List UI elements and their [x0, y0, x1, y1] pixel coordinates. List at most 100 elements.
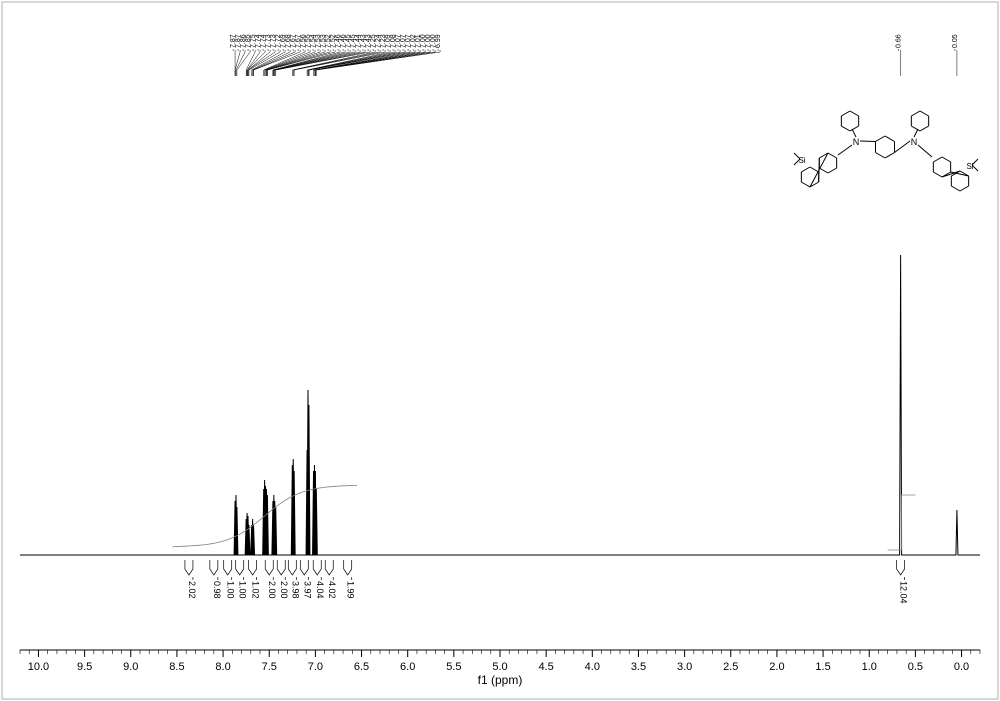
- mol-bond: [828, 168, 837, 173]
- integral-bracket: [236, 560, 244, 575]
- peak-label-stem: [252, 52, 285, 70]
- integral-bracket: [249, 560, 257, 575]
- integral-label: 3.97: [302, 581, 312, 599]
- x-axis-title: f1 (ppm): [478, 673, 523, 687]
- integral-label: 1.00: [238, 581, 248, 599]
- mol-atom-label: Si: [798, 156, 805, 165]
- peak-label-group: 0.66: [896, 34, 903, 51]
- x-tick-label: 1.0: [862, 661, 877, 673]
- mol-bond: [841, 126, 850, 131]
- integral-label-group: 0.98: [212, 577, 222, 599]
- integral-label: 1.02: [251, 581, 261, 599]
- x-tick-label: 3.0: [677, 661, 692, 673]
- x-tick-label: 4.0: [585, 661, 600, 673]
- integral-label-group: 1.99: [346, 577, 356, 599]
- mol-bond: [819, 168, 828, 173]
- integral-label: 0.98: [212, 581, 222, 599]
- chart-frame: [2, 2, 998, 699]
- integral-bracket: [897, 560, 905, 575]
- integral-label: 4.04: [315, 581, 325, 599]
- mol-bond: [841, 111, 850, 116]
- x-tick-label: 7.5: [262, 661, 277, 673]
- peak-label: 6.99: [435, 34, 442, 48]
- mol-bond: [942, 157, 951, 162]
- x-tick-label: 6.5: [354, 661, 369, 673]
- peak-label: 0.66: [896, 34, 903, 48]
- x-tick-label: 4.5: [539, 661, 554, 673]
- mol-bond: [920, 126, 929, 131]
- mol-bond: [801, 182, 810, 187]
- mol-bond: [895, 141, 910, 153]
- mol-bond: [850, 111, 859, 116]
- integral-bracket: [277, 560, 285, 575]
- integral-label-group: 1.00: [238, 577, 248, 599]
- x-tick-label: 7.0: [308, 661, 323, 673]
- mol-bond: [914, 129, 918, 137]
- integral-bracket: [313, 560, 321, 575]
- mol-bond: [933, 157, 942, 162]
- integral-label: 2.00: [267, 581, 277, 599]
- integral-bracket: [325, 560, 333, 575]
- x-tick-label: 8.0: [215, 661, 230, 673]
- integral-bracket: [224, 560, 232, 575]
- mol-bond: [951, 186, 960, 191]
- integral-label: 1.00: [226, 581, 236, 599]
- mol-bond: [885, 136, 895, 142]
- mol-bond: [875, 136, 885, 142]
- x-tick-label: 0.0: [954, 661, 969, 673]
- integral-label-group: 4.04: [315, 577, 325, 599]
- mol-bond: [850, 126, 859, 131]
- x-tick-label: 5.5: [446, 661, 461, 673]
- peak-label-group: 6.99: [435, 34, 442, 51]
- integral-bracket: [300, 560, 308, 575]
- mol-atom-label: N: [853, 137, 860, 147]
- peak-label-group: 0.05: [952, 34, 959, 51]
- peak-label-stem: [314, 52, 416, 70]
- x-tick-label: 8.5: [169, 661, 184, 673]
- integral-bracket: [344, 560, 352, 575]
- mol-bond: [838, 145, 852, 155]
- x-tick-label: 2.5: [723, 661, 738, 673]
- mol-bond: [860, 141, 875, 142]
- integral-label-group: 12.04: [899, 577, 909, 604]
- x-tick-label: 1.5: [815, 661, 830, 673]
- integral-curve-aliphatic: [888, 495, 916, 550]
- x-tick-label: 2.0: [769, 661, 784, 673]
- integral-bracket: [210, 560, 218, 575]
- integral-label-group: 1.00: [226, 577, 236, 599]
- molecule-inset: NNSiSi: [794, 111, 978, 191]
- integral-label-group: 2.00: [267, 577, 277, 599]
- mol-bond: [810, 167, 819, 172]
- integral-label-group: 4.02: [327, 577, 337, 599]
- peak-label-stem: [247, 52, 265, 70]
- integral-label: 3.98: [290, 581, 300, 599]
- peak-label-stem: [274, 52, 355, 70]
- x-tick-label: 0.5: [908, 661, 923, 673]
- spectrum-trace: [20, 255, 980, 555]
- mol-bond: [911, 126, 920, 131]
- mol-bond: [885, 153, 895, 159]
- x-tick-label: 5.0: [492, 661, 507, 673]
- integral-label-group: 2.02: [187, 577, 197, 599]
- mol-bond: [960, 186, 969, 191]
- mol-bond: [852, 129, 856, 137]
- integral-label: 1.99: [346, 581, 356, 599]
- mol-bond: [819, 158, 820, 182]
- mol-bond: [911, 111, 920, 116]
- integral-bracket: [288, 560, 296, 575]
- integral-label: 4.02: [327, 581, 337, 599]
- x-tick-label: 10.0: [28, 661, 49, 673]
- mol-bond: [828, 153, 837, 158]
- nmr-spectrum-chart: 10.09.59.08.58.07.57.06.56.05.55.04.54.0…: [0, 0, 1000, 701]
- integral-label: 2.02: [187, 581, 197, 599]
- peak-label: 0.05: [952, 34, 959, 48]
- integral-label-group: 3.98: [290, 577, 300, 599]
- mol-bond: [875, 153, 885, 159]
- integral-label-group: 1.02: [251, 577, 261, 599]
- x-tick-label: 3.5: [631, 661, 646, 673]
- integral-label: 2.00: [279, 581, 289, 599]
- mol-bond: [801, 167, 810, 172]
- x-tick-label: 9.5: [77, 661, 92, 673]
- integral-bracket: [185, 560, 193, 575]
- mol-bond: [933, 172, 942, 177]
